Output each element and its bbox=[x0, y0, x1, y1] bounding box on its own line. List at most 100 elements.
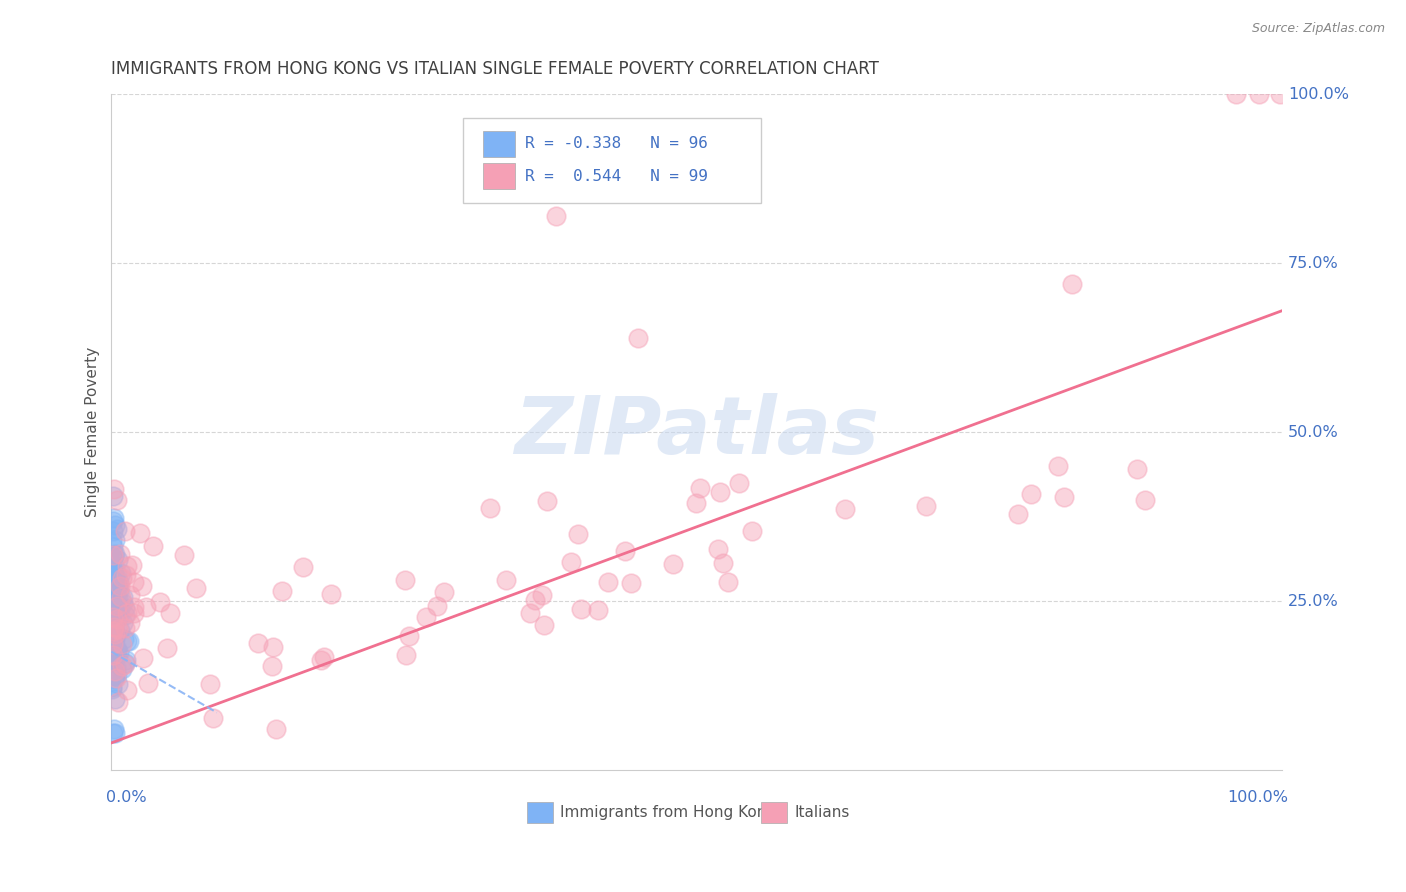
Point bbox=[111, 662, 134, 676]
Point bbox=[107, 553, 129, 567]
Point bbox=[319, 587, 342, 601]
Point bbox=[107, 605, 129, 619]
Text: 75.0%: 75.0% bbox=[1288, 256, 1339, 271]
Point bbox=[103, 599, 125, 613]
Point bbox=[627, 330, 650, 344]
Point bbox=[114, 657, 136, 671]
Point bbox=[101, 669, 124, 683]
Point bbox=[121, 558, 143, 573]
Point bbox=[270, 583, 292, 598]
FancyBboxPatch shape bbox=[482, 163, 516, 189]
Point bbox=[118, 616, 141, 631]
Point bbox=[717, 574, 740, 589]
Point bbox=[262, 640, 284, 654]
Point bbox=[741, 524, 763, 538]
Point bbox=[103, 627, 125, 641]
Point bbox=[101, 624, 124, 639]
Point bbox=[110, 623, 132, 637]
Point bbox=[115, 606, 138, 620]
Point bbox=[103, 656, 125, 670]
Point bbox=[103, 619, 125, 633]
Point bbox=[105, 492, 128, 507]
Point bbox=[312, 650, 335, 665]
Point bbox=[103, 602, 125, 616]
Point bbox=[662, 557, 685, 571]
Point bbox=[495, 574, 517, 588]
Point bbox=[107, 648, 129, 662]
Point bbox=[105, 522, 128, 536]
Point bbox=[394, 573, 416, 587]
Point bbox=[103, 621, 125, 635]
Point bbox=[103, 649, 125, 664]
Point bbox=[1053, 490, 1076, 504]
Point bbox=[101, 620, 124, 634]
Point bbox=[108, 646, 131, 660]
Point bbox=[103, 672, 125, 686]
Point bbox=[711, 556, 734, 570]
Point bbox=[101, 533, 124, 548]
Point bbox=[103, 573, 125, 587]
Point bbox=[103, 638, 125, 652]
Point bbox=[105, 641, 128, 656]
Point bbox=[426, 599, 449, 614]
Point bbox=[101, 680, 124, 694]
Point bbox=[101, 599, 124, 613]
Point bbox=[103, 575, 125, 590]
Point bbox=[1225, 87, 1247, 102]
Point bbox=[111, 596, 134, 610]
Point bbox=[105, 567, 128, 582]
Point bbox=[110, 590, 132, 604]
FancyBboxPatch shape bbox=[463, 118, 761, 202]
Point bbox=[523, 593, 546, 607]
Point bbox=[132, 651, 155, 665]
Point bbox=[135, 600, 157, 615]
Point bbox=[247, 636, 270, 650]
Point bbox=[101, 591, 124, 605]
Point bbox=[260, 659, 283, 673]
Point bbox=[101, 629, 124, 643]
Point bbox=[107, 695, 129, 709]
Point bbox=[103, 632, 125, 646]
Point bbox=[728, 475, 751, 490]
Point bbox=[101, 548, 124, 562]
Point bbox=[101, 609, 124, 624]
Point bbox=[114, 607, 136, 622]
Text: 0.0%: 0.0% bbox=[105, 790, 146, 805]
FancyBboxPatch shape bbox=[761, 802, 787, 822]
Point bbox=[613, 544, 636, 558]
Point bbox=[101, 599, 124, 614]
Point bbox=[122, 607, 145, 621]
Point bbox=[104, 632, 127, 646]
Point bbox=[148, 595, 170, 609]
Point bbox=[1133, 492, 1156, 507]
FancyBboxPatch shape bbox=[527, 802, 553, 822]
Point bbox=[103, 561, 125, 575]
Point bbox=[530, 588, 553, 602]
Point bbox=[103, 585, 125, 599]
Point bbox=[398, 629, 420, 643]
Point bbox=[395, 648, 418, 662]
FancyBboxPatch shape bbox=[482, 131, 516, 157]
Point bbox=[101, 617, 124, 632]
Point bbox=[103, 723, 125, 737]
Point bbox=[120, 588, 142, 602]
Point bbox=[122, 575, 145, 590]
Text: R =  0.544   N = 99: R = 0.544 N = 99 bbox=[524, 169, 707, 184]
Point bbox=[101, 641, 124, 656]
Point bbox=[104, 568, 127, 582]
Point bbox=[107, 598, 129, 612]
Point bbox=[103, 579, 125, 593]
Point bbox=[104, 533, 127, 547]
Point bbox=[101, 606, 124, 620]
Point bbox=[104, 548, 127, 562]
Point bbox=[104, 671, 127, 685]
Point bbox=[156, 641, 179, 656]
Point bbox=[105, 627, 128, 641]
Text: IMMIGRANTS FROM HONG KONG VS ITALIAN SINGLE FEMALE POVERTY CORRELATION CHART: IMMIGRANTS FROM HONG KONG VS ITALIAN SIN… bbox=[111, 60, 879, 78]
Point bbox=[104, 660, 127, 674]
Point bbox=[114, 657, 136, 672]
Point bbox=[101, 648, 124, 662]
Point bbox=[101, 489, 124, 503]
Point bbox=[1125, 462, 1147, 476]
Point bbox=[108, 547, 131, 561]
